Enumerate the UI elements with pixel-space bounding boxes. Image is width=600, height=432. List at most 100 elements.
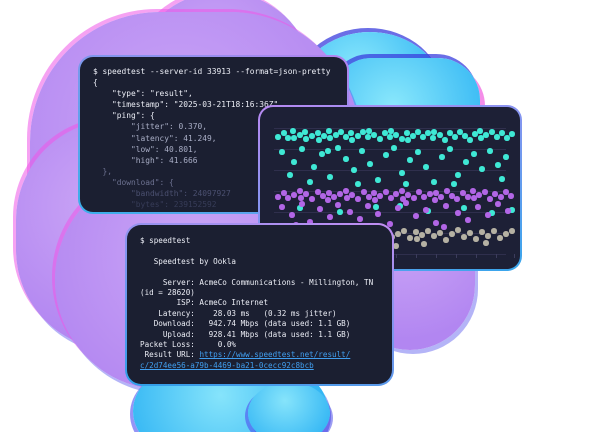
axis-tick [416, 254, 417, 258]
scatter-dot-cyan-band [316, 137, 322, 143]
scatter-dot-cyan-scatter [375, 177, 381, 183]
terminal-line: }, [93, 166, 113, 176]
scatter-dot-cyan-scatter [355, 181, 361, 187]
terminal-line: Packet Loss: 0.0% [140, 339, 237, 349]
terminal-line: Upload: 928.41 Mbps (data used: 1.1 GB) [140, 329, 351, 339]
scatter-dot-purple-band [355, 196, 361, 202]
scatter-dot-purple-scatter [279, 204, 285, 210]
scatter-dot-cyan-band [382, 130, 388, 136]
scatter-dot-purple-scatter [455, 210, 461, 216]
scatter-dot-purple-band [361, 189, 367, 195]
scatter-dot-cyan-band [494, 134, 500, 140]
scatter-dot-cyan-scatter [367, 161, 373, 167]
terminal-line [140, 246, 379, 256]
scatter-dot-purple-band [465, 194, 471, 200]
scatter-dot-gray-band [414, 236, 420, 242]
axis-tick [396, 254, 397, 258]
scatter-dot-purple-band [331, 194, 337, 200]
scatter-dot-cyan-band [483, 132, 489, 138]
terminal-line: "timestamp": "2025-03-21T18:16:36Z", [93, 100, 284, 110]
scatter-dot-purple-band [498, 194, 504, 200]
scatter-dot-purple-scatter [357, 216, 363, 222]
scatter-dot-gray-band [401, 228, 407, 234]
terminal-line: "latency": 41.249, [93, 133, 217, 143]
scatter-dot-cyan-band [437, 132, 443, 138]
terminal-line: Server: AcmeCo Communications - Millingt… [140, 277, 374, 287]
scatter-dot-cyan-band [281, 130, 287, 136]
scatter-dot-cyan-band [415, 129, 421, 135]
scatter-dot-cyan-band [393, 132, 399, 138]
terminal-line: "download": { [93, 177, 174, 187]
scatter-dot-cyan-band [420, 134, 426, 140]
scatter-dot-purple-band [444, 188, 450, 194]
scatter-dot-cyan-scatter [373, 204, 379, 210]
scatter-dot-purple-band [470, 188, 476, 194]
scatter-dot-purple-band [405, 192, 411, 198]
scatter-dot-cyan-band [399, 136, 405, 142]
scatter-dot-cyan-band [348, 130, 354, 136]
scatter-dot-cyan-band [509, 131, 515, 137]
terminal-line-result-url: Result URL: https://www.speedtest.net/re… [140, 350, 379, 360]
scatter-dot-purple-band [326, 190, 332, 196]
scatter-dot-gray-band [437, 230, 443, 236]
scatter-dot-gray-band [491, 228, 497, 234]
scatter-dot-gray-band [449, 231, 455, 237]
gridline [274, 212, 506, 213]
scatter-dot-gray-band [407, 235, 413, 241]
terminal-line: Latency: 28.03 ms (0.32 ms jitter) [140, 308, 337, 318]
scatter-dot-cyan-band [366, 128, 372, 134]
scatter-dot-purple-scatter [505, 208, 511, 214]
scatter-dot-purple-band [366, 194, 372, 200]
result-url-label: Result URL: [140, 350, 200, 360]
scatter-dot-purple-scatter [347, 209, 353, 215]
terminal-speedtest-result: $ speedtest Speedtest by Ookla Server: A… [125, 223, 394, 386]
scatter-dot-cyan-band [365, 134, 371, 140]
scatter-dot-cyan-scatter [335, 145, 341, 151]
scatter-dot-gray-band [413, 229, 419, 235]
result-url-link[interactable]: https://www.speedtest.net/result/ [199, 350, 351, 360]
scatter-dot-cyan-band [442, 137, 448, 143]
scatter-dot-gray-band [393, 243, 399, 249]
scatter-dot-cyan-scatter [359, 148, 365, 154]
scatter-dot-purple-band [320, 193, 326, 199]
scatter-dot-purple-band [460, 190, 466, 196]
scatter-dot-purple-scatter [443, 203, 449, 209]
scatter-dot-cyan-band [447, 130, 453, 136]
scatter-dot-purple-scatter [433, 220, 439, 226]
scatter-dot-cyan-band [315, 130, 321, 136]
scatter-dot-cyan-band [478, 135, 484, 141]
result-url-link-continued[interactable]: c/2d74ee56-a79b-4469-ba21-0cecc92c8bcb [140, 360, 314, 370]
scatter-dot-cyan-scatter [499, 176, 505, 182]
scatter-dot-cyan-scatter [327, 174, 333, 180]
scatter-dot-purple-band [427, 191, 433, 197]
terminal-line: "ping": { [93, 111, 155, 121]
scatter-dot-cyan-band [457, 129, 463, 135]
scatter-dot-purple-scatter [485, 212, 491, 218]
scatter-dot-purple-band [388, 195, 394, 201]
scatter-dot-purple-band [492, 191, 498, 197]
scatter-dot-purple-band [433, 190, 439, 196]
terminal-line: "bandwidth": 24097927 [93, 189, 231, 199]
terminal-line: "type": "result", [93, 89, 193, 99]
scatter-dot-cyan-band [489, 129, 495, 135]
scatter-dot-purple-scatter [403, 200, 409, 206]
scatter-dot-purple-scatter [375, 211, 381, 217]
scatter-dot-purple-scatter [413, 213, 419, 219]
axis-tick [476, 254, 477, 258]
scatter-dot-cyan-scatter [311, 164, 317, 170]
scatter-dot-cyan-band [452, 134, 458, 140]
scatter-dot-purple-scatter [365, 203, 371, 209]
terminal-line: (id = 28620) [140, 287, 195, 297]
scatter-dot-cyan-scatter [279, 149, 285, 155]
terminal-line: "high": 41.666 [93, 155, 198, 165]
scatter-dot-purple-scatter [423, 207, 429, 213]
scatter-dot-cyan-scatter [451, 181, 457, 187]
scatter-dot-gray-band [425, 228, 431, 234]
scatter-dot-cyan-scatter [463, 159, 469, 165]
axis-tick [514, 254, 515, 258]
terminal-line: $ speedtest [140, 236, 191, 245]
scatter-dot-gray-band [467, 230, 473, 236]
scatter-dot-purple-scatter [307, 219, 313, 225]
scatter-dot-purple-band [432, 197, 438, 203]
scatter-dot-cyan-scatter [307, 179, 313, 185]
